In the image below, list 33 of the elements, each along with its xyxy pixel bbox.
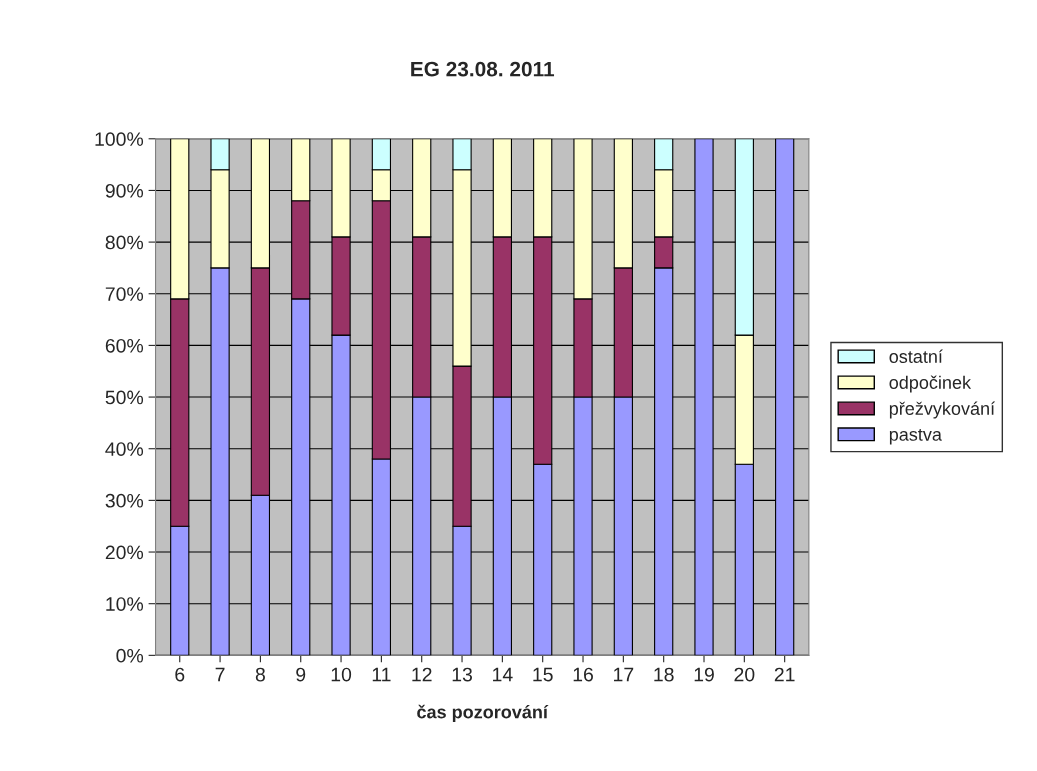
x-tick-label: 19 xyxy=(694,667,714,682)
legend-label: ostatní xyxy=(889,349,943,363)
y-tick-label: 100% xyxy=(95,132,144,147)
y-tick-label: 30% xyxy=(105,493,144,508)
x-tick-label: 10 xyxy=(331,667,352,682)
y-tick-label: 50% xyxy=(105,390,144,405)
x-tick-label: 15 xyxy=(533,667,553,682)
x-tick-label: 18 xyxy=(654,667,674,682)
y-tick-label: 10% xyxy=(106,597,144,611)
y-tick-label: 40% xyxy=(105,442,144,456)
x-tick-label: 14 xyxy=(493,667,513,682)
y-tick-label: 70% xyxy=(105,287,144,301)
x-tick-label: 8 xyxy=(255,667,265,682)
legend-label: pastva xyxy=(889,428,942,445)
x-tick-label: 13 xyxy=(452,667,472,682)
y-tick-label: 60% xyxy=(105,338,144,353)
y-tick-label: 90% xyxy=(105,183,144,198)
legend-label: odpočinek xyxy=(889,375,972,393)
x-tick-label: 6 xyxy=(175,667,185,682)
x-tick-label: 9 xyxy=(296,667,306,682)
y-tick-label: 0% xyxy=(116,648,144,663)
x-tick-label: 12 xyxy=(412,667,432,682)
x-tick-label: 20 xyxy=(734,667,755,682)
chart-title: EG 23.08. 2011 xyxy=(411,61,555,77)
x-tick-label: 11 xyxy=(372,667,391,682)
y-tick-label: 80% xyxy=(105,235,144,250)
x-tick-label: 17 xyxy=(614,667,634,682)
x-tick-label: 7 xyxy=(215,667,225,682)
x-axis-title: čas pozorování xyxy=(417,704,549,722)
x-tick-label: 16 xyxy=(573,667,593,682)
y-tick-label: 20% xyxy=(105,545,144,560)
x-tick-label: 21 xyxy=(774,667,795,682)
legend-label: přežvykování xyxy=(889,401,996,419)
